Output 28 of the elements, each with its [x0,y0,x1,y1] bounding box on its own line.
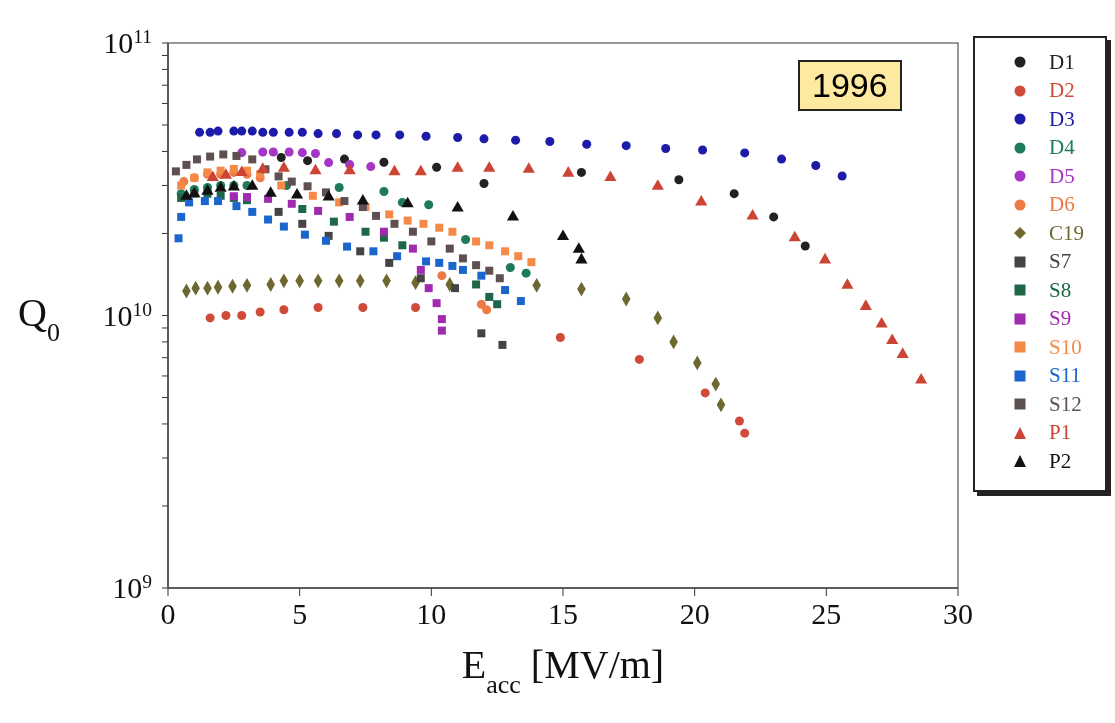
legend-label: D3 [1049,106,1075,132]
legend-label: D6 [1049,192,1075,218]
y-tick-label: 10$^{11}$ [103,25,152,59]
x-tick-label: 0 [160,597,176,630]
y-tick-label: 10$^{9}$ [112,570,152,604]
legend-label: S9 [1049,306,1072,332]
legend-label: S11 [1049,363,1081,389]
x-axis-title: E$_{acc}$ [MV/m] [461,642,665,699]
x-tick-label: 30 [943,597,973,630]
legend-label: S12 [1049,391,1082,417]
x-tick-label: 10 [416,597,447,630]
legend-label: D2 [1049,78,1075,104]
annotation: 1996 [798,60,902,111]
x-tick-label: 20 [679,597,710,630]
x-tick-label: 25 [811,597,842,630]
y-axis-title: Q$_{0}$ [18,289,60,346]
legend-label: P2 [1049,448,1072,474]
x-tick-label: 5 [292,597,308,630]
legend-label: S7 [1049,249,1072,275]
legend-label: D4 [1049,135,1075,161]
legend-label: S10 [1049,334,1082,360]
legend-label: P1 [1049,420,1072,446]
y-tick-label: 10$^{10}$ [102,298,152,332]
legend-label: D1 [1049,49,1075,75]
legend-label: D5 [1049,163,1075,189]
legend-label: C19 [1049,220,1085,246]
legend-label: S8 [1049,277,1072,303]
x-tick-label: 15 [548,597,578,630]
